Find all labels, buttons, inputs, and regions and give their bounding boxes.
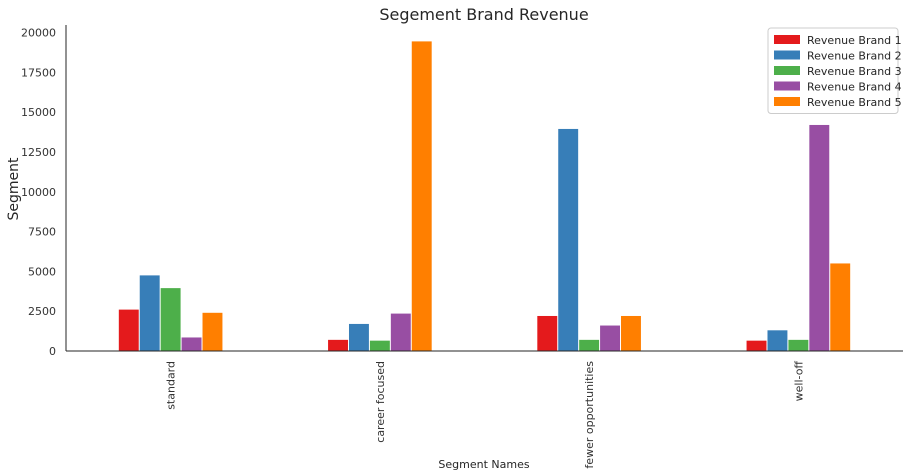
x-tick-label: fewer opportunities: [583, 361, 596, 469]
y-tick-label: 5000: [28, 265, 56, 278]
legend-label: Revenue Brand 5: [807, 96, 902, 109]
legend: Revenue Brand 1 Revenue Brand 2 Revenue Br…: [767, 27, 902, 114]
x-tick-label: well-off: [792, 361, 805, 402]
bar-1-2: [328, 339, 348, 351]
legend-swatch: [774, 81, 800, 91]
legend-label: Revenue Brand 2: [807, 50, 902, 63]
chart-title: Segement Brand Revenue: [379, 5, 588, 24]
bar-2-3: [558, 128, 579, 351]
y-axis-ticks: 0 2500 5000 7500 10000 12500 15000 17500 20000: [21, 27, 56, 358]
bar-4-2: [390, 313, 411, 351]
bar-5-1: [202, 312, 223, 351]
y-tick-label: 0: [49, 345, 56, 358]
bar-2-4: [767, 330, 788, 351]
y-tick-label: 12500: [21, 146, 56, 159]
y-tick-label: 7500: [28, 226, 56, 239]
bar-1-4: [746, 340, 767, 351]
legend-swatch: [774, 50, 800, 60]
bars-group: [118, 41, 851, 351]
y-tick-label: 17500: [21, 66, 56, 79]
y-axis-label: Segment: [6, 157, 22, 221]
x-axis-label: Segment Names: [438, 458, 529, 471]
y-tick-label: 10000: [21, 186, 56, 199]
bar-4-3: [600, 325, 621, 351]
y-tick-label: 2500: [28, 305, 56, 318]
y-tick-label: 15000: [21, 106, 56, 119]
legend-box: [767, 27, 899, 114]
x-tick-label: standard: [165, 361, 178, 410]
legend-swatch: [774, 35, 800, 44]
legend-label: Revenue Brand 1: [807, 34, 902, 47]
bar-2-1: [139, 275, 160, 351]
bar-5-3: [621, 315, 641, 351]
bar-1-1: [118, 309, 139, 351]
x-axis-ticks: standard career focused fewer opportunitie…: [165, 361, 806, 469]
bar-3-4: [788, 339, 809, 351]
bar-1-3: [537, 315, 558, 351]
bar-3-1: [160, 288, 181, 351]
bar-4-1: [181, 337, 202, 351]
bar-3-2: [369, 340, 390, 351]
bar-5-2: [411, 41, 432, 351]
legend-label: Revenue Brand 4: [807, 81, 902, 94]
y-tick-label: 20000: [21, 27, 56, 40]
x-tick-label: career focused: [374, 361, 387, 443]
legend-swatch: [774, 66, 800, 75]
bar-3-3: [579, 339, 600, 351]
bar-2-2: [348, 323, 369, 351]
bar-5-4: [830, 263, 851, 351]
legend-swatch: [774, 97, 800, 106]
bar-4-4: [809, 124, 830, 351]
legend-label: Revenue Brand 3: [807, 65, 902, 78]
